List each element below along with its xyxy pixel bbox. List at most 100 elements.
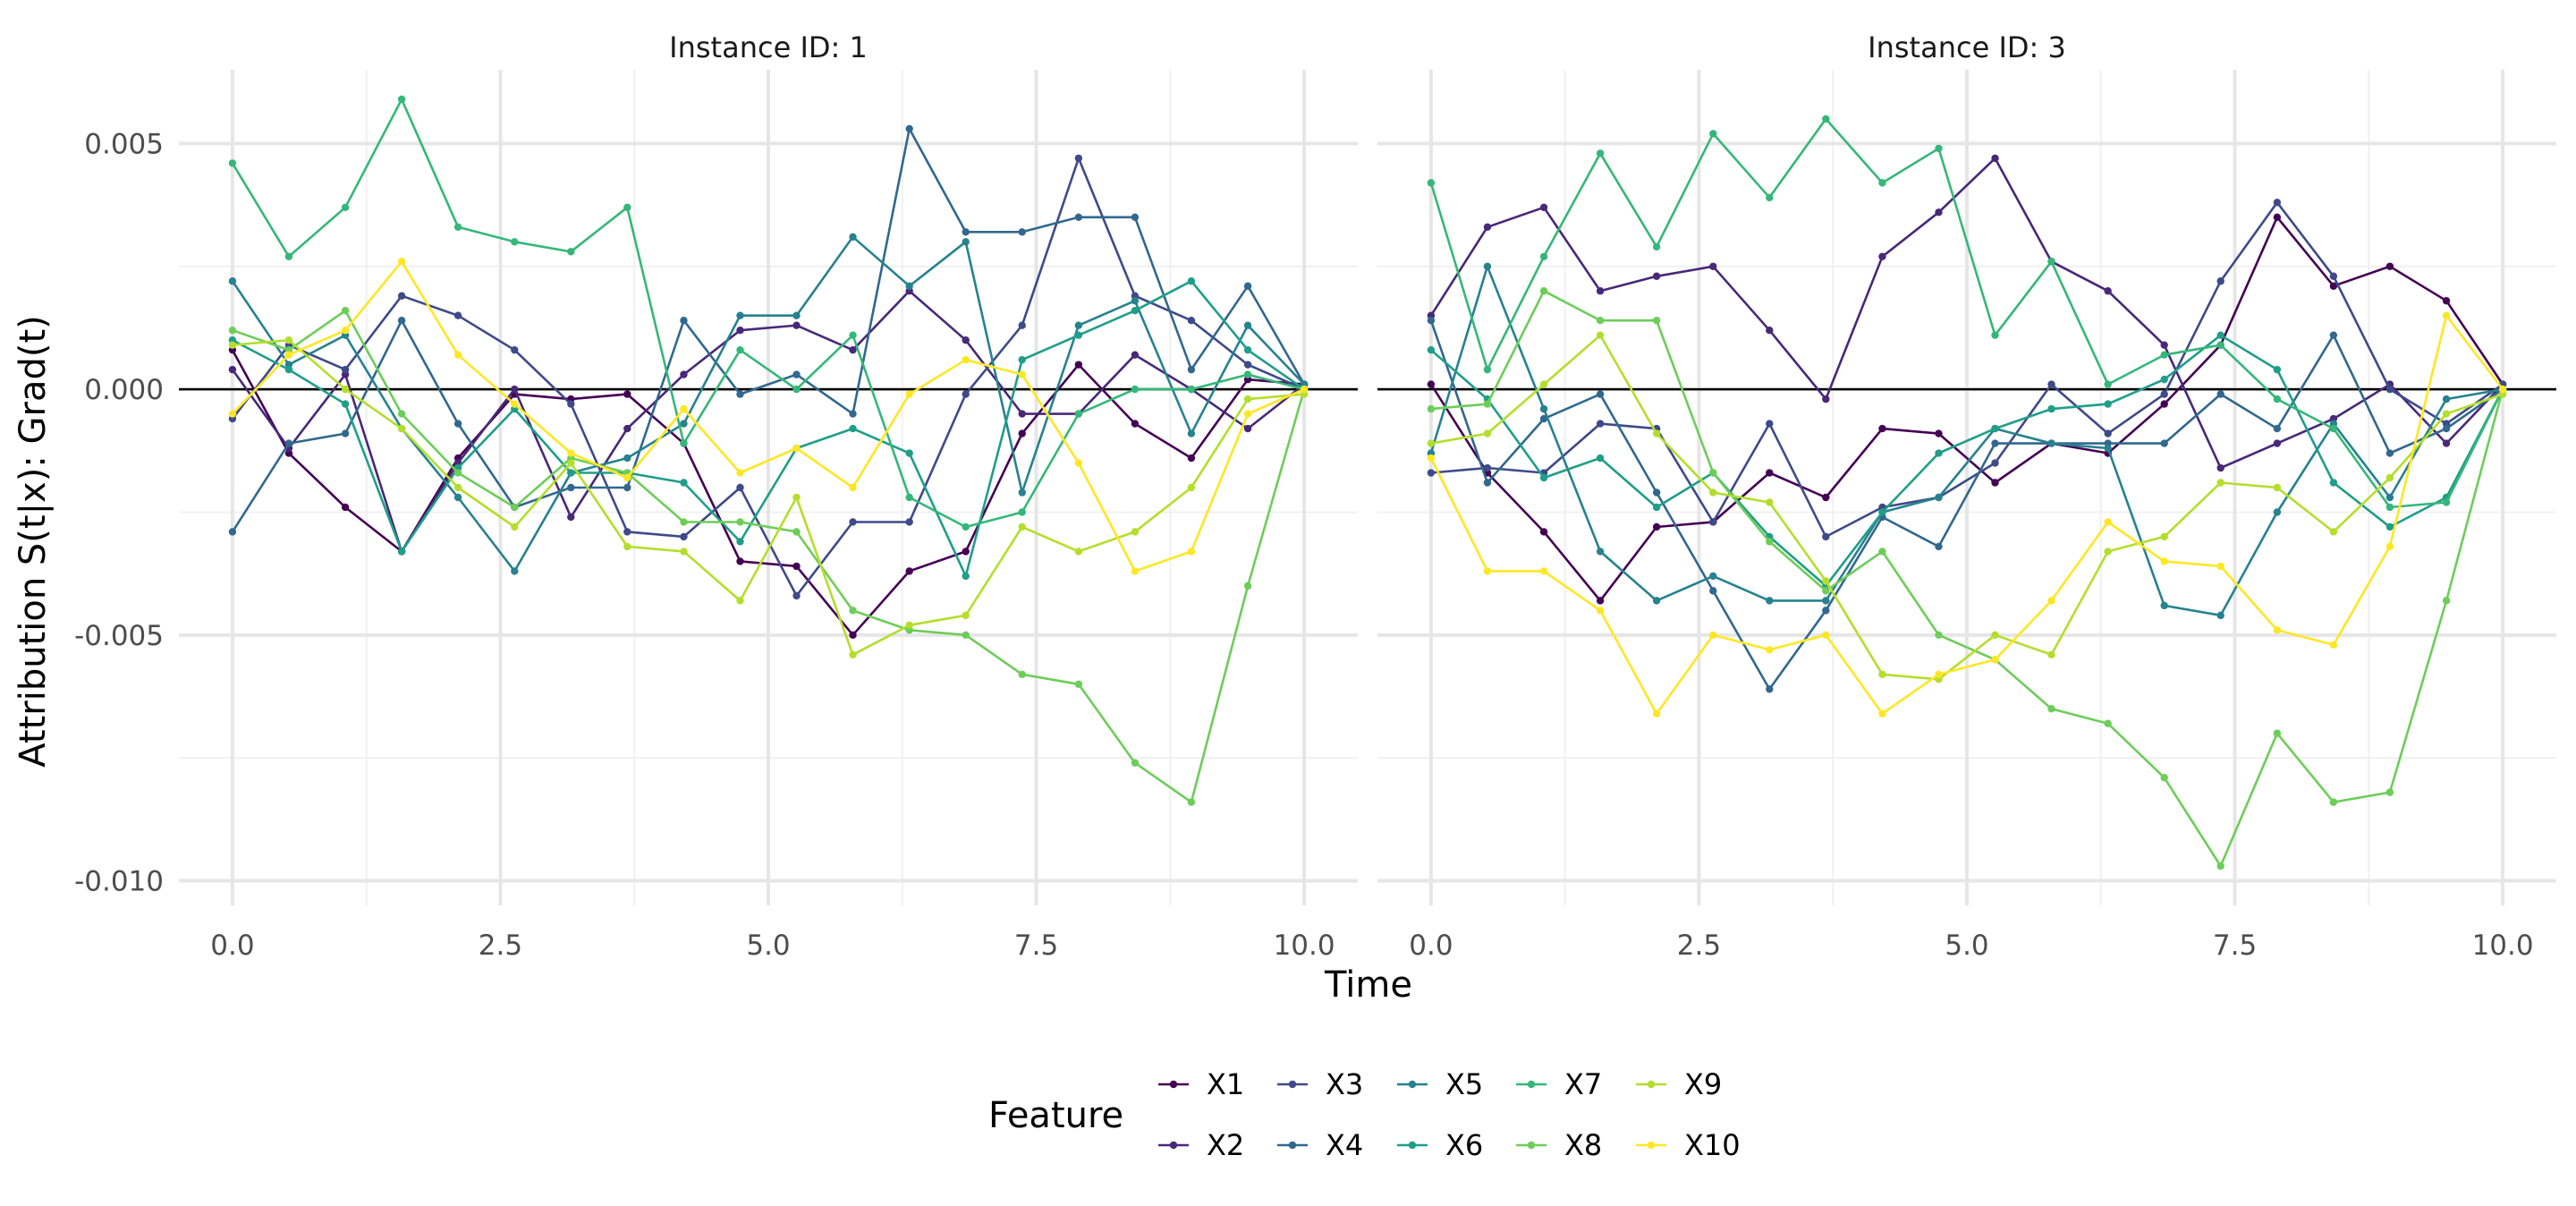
data-point [2047,380,2055,388]
data-point [341,307,350,315]
data-point [1596,390,1605,398]
data-point [1131,420,1140,428]
data-point [1652,709,1661,718]
data-point [1018,355,1026,364]
data-point [1878,179,1886,187]
data-point [736,597,744,605]
data-point [2329,272,2338,280]
data-point [1074,548,1083,556]
data-point [1878,252,1886,260]
data-point [1074,410,1083,418]
data-point [1427,454,1436,463]
data-point [1709,130,1717,138]
data-point [1427,404,1436,413]
data-point [284,335,293,344]
data-point [1243,361,1252,369]
data-point [962,522,970,531]
data-point [2047,439,2055,447]
data-point [1539,252,1548,260]
x-tick-label: 0.0 [210,930,254,962]
series-line [1430,334,2504,588]
data-point [1427,345,1436,354]
data-point [2273,508,2282,516]
data-point [623,203,631,212]
data-point [680,532,688,541]
data-point [567,483,575,492]
data-point [1300,385,1309,394]
data-point [736,538,744,546]
data-point [736,469,744,477]
data-point [1074,331,1083,339]
x-tick-label: 5.0 [746,930,790,962]
legend-item-X10: X10 [1636,1128,1741,1162]
x-tick-label: 7.5 [1014,930,1058,962]
series-line [232,338,1305,657]
data-point [1187,385,1196,394]
legend-key-point [1169,1141,1178,1150]
data-point [1018,508,1026,516]
data-point [2329,282,2338,290]
panel-2: Instance ID: 3 0.0 2.5 5.0 7.5 10.0 [1377,30,2556,962]
data-point [567,513,575,522]
data-point [341,503,350,512]
data-point [2442,424,2451,433]
data-point [1822,607,1830,615]
data-point [1427,317,1436,325]
data-point [2329,528,2338,536]
data-point [1483,400,1492,408]
data-point [2442,410,2451,418]
data-point [2442,297,2451,305]
y-tick-label: 0.005 [84,128,164,160]
data-point [1018,228,1026,236]
data-point [1539,404,1548,413]
data-point [1483,429,1492,437]
data-point [511,567,519,575]
data-point [1483,479,1492,487]
data-point [511,238,519,246]
data-point [228,410,237,418]
data-point [1243,345,1252,354]
major-gridlines [179,70,1358,905]
series-X7 [228,95,1309,531]
legend-key-point [1408,1141,1417,1150]
data-point [680,439,688,447]
data-point [1991,479,1999,487]
data-point [623,483,631,492]
data-point [623,528,631,536]
data-point [2385,262,2394,270]
series-line [231,157,1305,598]
data-point [1822,577,1830,585]
data-point [1878,508,1886,516]
data-point [567,469,575,477]
data-point [2385,449,2394,457]
data-point [2329,798,2338,806]
data-point [2047,597,2055,605]
data-point [1018,370,1026,378]
data-point [736,326,744,335]
data-point [228,326,237,335]
data-point [228,365,237,374]
data-point [1766,498,1774,506]
data-point [2216,341,2224,349]
data-point [284,365,293,374]
data-point [2273,424,2282,433]
data-point [2160,341,2168,349]
data-point [397,258,406,266]
data-point [1709,631,1717,640]
data-point [1878,424,1886,433]
data-point [623,454,631,463]
legend: Feature X1 X2 X3 X4 X5 X6 X7 X8 X9 X10 [988,1067,1741,1162]
data-point [2273,365,2282,374]
data-point [511,385,519,394]
data-point [284,252,293,260]
legend-item-X3: X3 [1277,1067,1363,1101]
data-point [1596,607,1605,615]
data-point [2329,331,2338,339]
data-point [2160,601,2168,610]
data-point [1018,410,1026,418]
data-point [623,424,631,433]
data-point [1483,223,1492,232]
legend-item-X2: X2 [1158,1128,1244,1162]
data-point [1822,587,1830,595]
data-point [2160,773,2168,782]
